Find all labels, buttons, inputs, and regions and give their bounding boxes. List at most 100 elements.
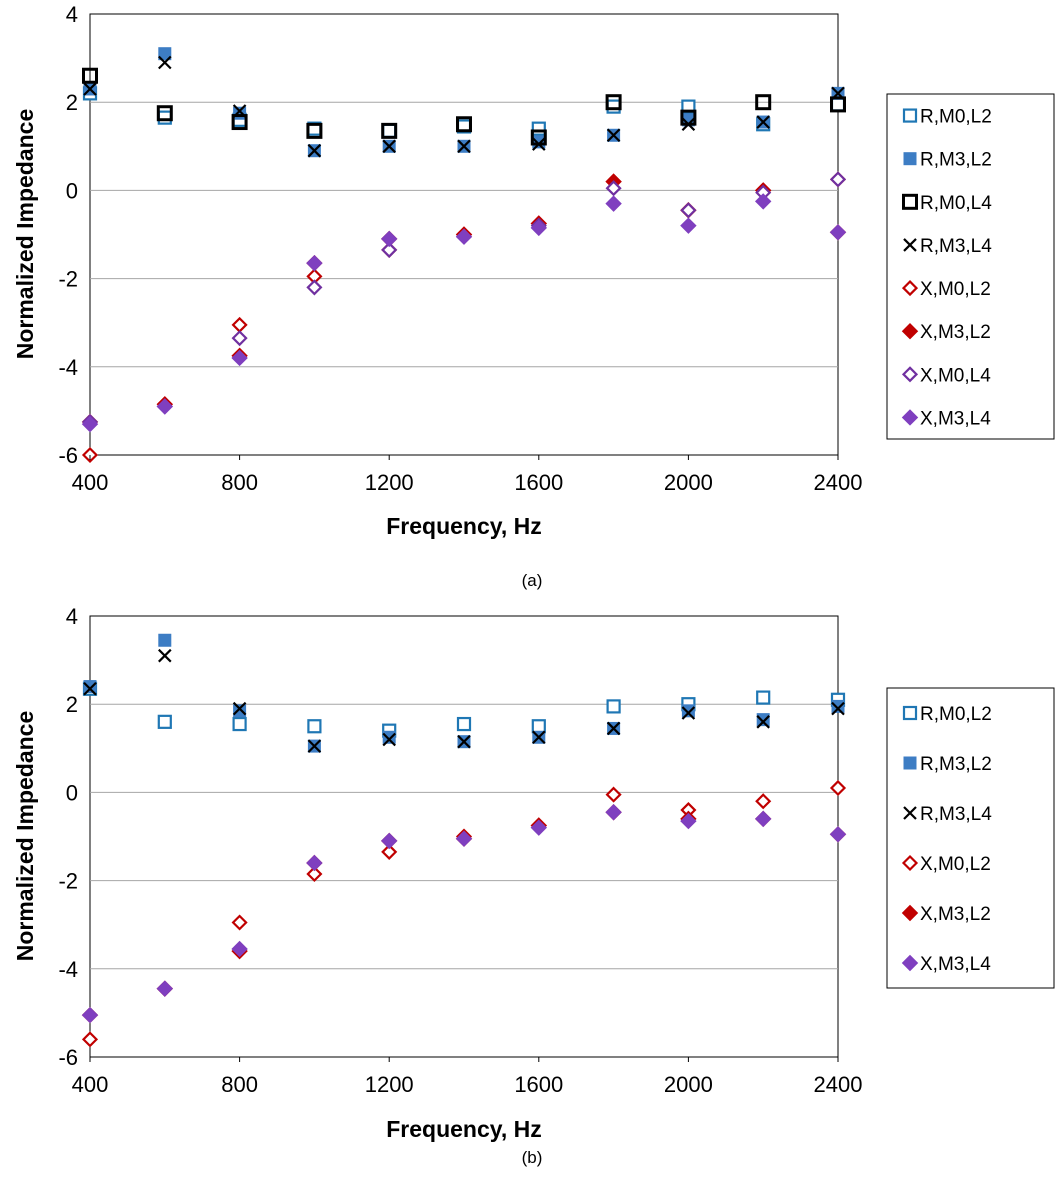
legend-marker xyxy=(903,756,917,770)
y-ticks-a: -6 -4 -2 0 2 4 xyxy=(58,2,78,468)
data-point xyxy=(382,730,396,744)
legend-marker xyxy=(902,705,918,721)
y-tick-label: -4 xyxy=(58,355,78,380)
data-point xyxy=(754,193,772,210)
data-point xyxy=(606,699,621,714)
data-point xyxy=(605,195,622,212)
data-point xyxy=(830,97,846,112)
data-point xyxy=(681,117,696,132)
data-point xyxy=(158,55,172,70)
legend-label: X,M3,L4 xyxy=(920,408,991,429)
x-tick-label: 400 xyxy=(72,470,109,495)
x-tick-label: 1200 xyxy=(365,470,414,495)
grid-a xyxy=(90,101,838,368)
legend-marker xyxy=(901,366,919,383)
data-point xyxy=(157,110,172,125)
series-r-m3-l4 xyxy=(83,648,845,753)
legend-box xyxy=(886,687,1055,989)
data-point xyxy=(157,714,172,729)
data-point xyxy=(829,224,847,241)
data-point xyxy=(455,830,473,847)
data-point xyxy=(755,793,772,810)
y-tick-label: 4 xyxy=(66,604,78,629)
legend-marker xyxy=(901,280,919,297)
legend-label: R,M0,L2 xyxy=(920,107,992,128)
data-point xyxy=(606,99,621,114)
data-point xyxy=(831,86,845,101)
y-tick-label: -6 xyxy=(58,1045,78,1070)
data-point xyxy=(829,171,847,188)
marks-b xyxy=(81,633,847,1048)
data-point xyxy=(381,122,398,139)
data-point xyxy=(756,115,770,129)
data-point xyxy=(156,105,173,122)
x-ticks-b: 400 800 1200 1600 2000 2400 xyxy=(72,1057,863,1097)
data-point xyxy=(233,106,247,120)
x-tick-label: 800 xyxy=(221,470,258,495)
data-point xyxy=(457,734,471,749)
data-point xyxy=(605,804,622,821)
data-point xyxy=(457,139,471,154)
y-axis-title-a: Normalized Impedance xyxy=(12,109,38,360)
data-point xyxy=(380,832,398,850)
legend-label: R,M3,L4 xyxy=(920,236,992,257)
data-point xyxy=(829,779,847,797)
data-point xyxy=(830,96,846,113)
y-tick-label: 0 xyxy=(66,178,78,203)
data-point xyxy=(831,701,845,716)
legend-label: R,M3,L2 xyxy=(920,754,992,775)
data-point xyxy=(381,843,398,860)
data-point xyxy=(306,279,323,296)
data-point xyxy=(755,94,772,111)
data-point xyxy=(231,330,248,347)
legend-box xyxy=(886,93,1055,440)
caption-b: (b) xyxy=(522,1148,543,1167)
legend-marker xyxy=(902,108,918,123)
data-point xyxy=(382,123,397,138)
legend-marker xyxy=(903,152,917,166)
data-point xyxy=(81,1006,99,1024)
legend-marker xyxy=(903,806,917,820)
y-tick-label: 2 xyxy=(66,692,78,717)
y-tick-label: -2 xyxy=(58,869,78,894)
data-point xyxy=(158,47,172,61)
chart-panel-a: -6 -4 -2 0 2 4 400 800 1200 1600 2000 2400 Frequen… xyxy=(12,2,1055,590)
legend-b: R,M0,L2 R,M3,L2 R,M3,L4 X,M0,L2 X,M3,L2 X,M3,… xyxy=(886,687,1055,989)
series-x-m3-l4 xyxy=(81,804,847,1024)
data-point xyxy=(156,980,174,997)
data-point xyxy=(232,701,247,716)
x-axis-title-a: Frequency, Hz xyxy=(386,513,542,539)
data-point xyxy=(754,810,772,828)
data-point xyxy=(158,633,172,647)
data-point xyxy=(605,180,622,197)
x-tick-label: 2400 xyxy=(814,1072,863,1097)
legend-marker xyxy=(903,238,917,252)
series-x-m3-l4 xyxy=(81,193,847,433)
data-point xyxy=(306,865,323,883)
data-point xyxy=(756,713,770,727)
x-tick-label: 400 xyxy=(72,1072,109,1097)
data-point xyxy=(231,349,248,367)
legend-marker xyxy=(901,322,919,340)
data-point xyxy=(83,681,97,696)
data-point xyxy=(83,82,97,96)
legend-label: X,M0,L2 xyxy=(920,854,991,875)
x-tick-label: 2000 xyxy=(664,1072,713,1097)
data-point xyxy=(231,114,248,131)
x-tick-label: 1200 xyxy=(365,1072,414,1097)
data-point xyxy=(606,721,621,736)
x-tick-label: 1600 xyxy=(514,1072,563,1097)
data-point xyxy=(605,94,622,111)
legend-label: X,M3,L2 xyxy=(920,904,991,925)
x-tick-label: 2000 xyxy=(664,470,713,495)
data-point xyxy=(456,116,472,133)
x-ticks-a: 400 800 1200 1600 2000 2400 xyxy=(72,455,862,495)
data-point xyxy=(605,786,622,803)
y-axis-title-b: Normalized Impedance xyxy=(12,711,38,962)
data-point xyxy=(382,139,396,154)
data-point xyxy=(532,730,546,745)
legend-a: R,M0,L2 R,M3,L2 R,M0,L4 R,M3,L4 X,M0,L2 X,M3,… xyxy=(886,93,1055,440)
marks-a xyxy=(81,47,847,464)
data-point xyxy=(158,648,172,663)
